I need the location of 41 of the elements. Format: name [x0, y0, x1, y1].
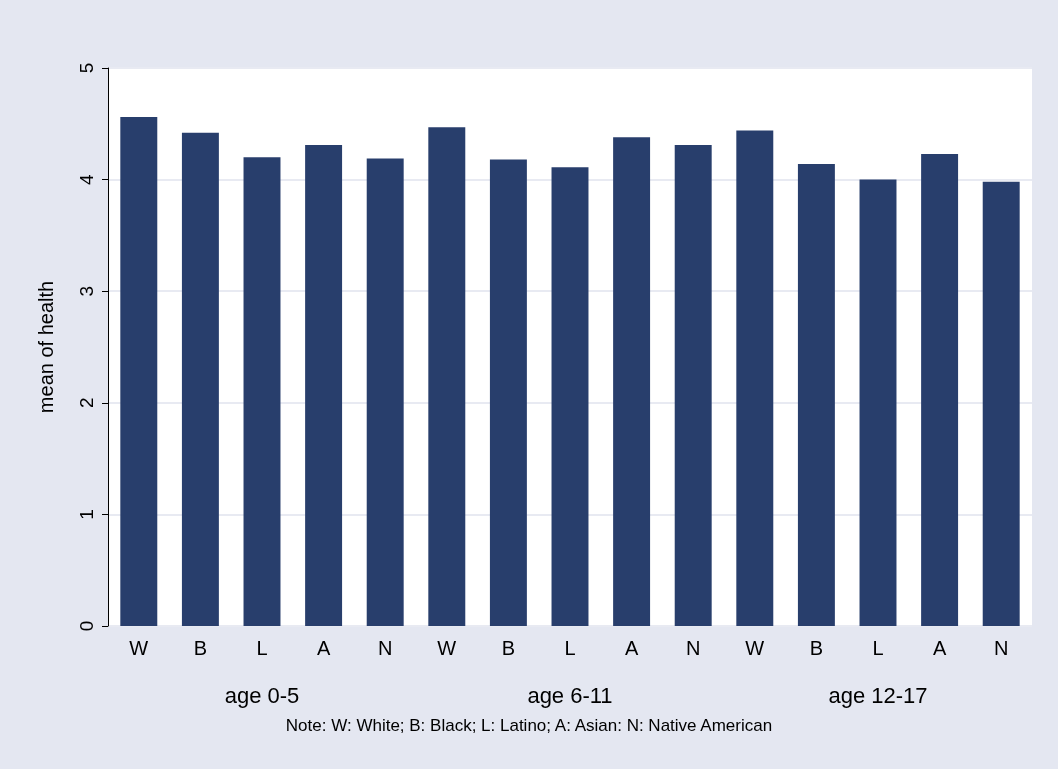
y-tick-label: 4 — [76, 173, 97, 185]
x-tick-label: A — [932, 637, 947, 659]
bar — [674, 145, 712, 626]
bar — [489, 159, 527, 626]
bar — [120, 117, 158, 626]
x-tick-label: W — [437, 637, 457, 659]
x-axis-title: age 12-17 — [828, 682, 928, 708]
x-tick-label: A — [316, 637, 331, 659]
x-tick-label: B — [809, 637, 824, 659]
x-tick-label: N — [377, 637, 393, 659]
bar — [181, 132, 219, 626]
x-axis-title: age 0-5 — [224, 682, 300, 708]
x-tick-label: N — [685, 637, 701, 659]
bar — [921, 153, 959, 626]
x-tick-label: B — [193, 637, 208, 659]
bar — [428, 127, 466, 626]
y-tick-label: 3 — [76, 285, 97, 297]
y-axis-title: mean of health — [35, 280, 57, 414]
x-tick-label: N — [993, 637, 1009, 659]
bar — [859, 179, 897, 626]
text: Note: W: White; B: Black; L: Latino; A: Asian: N: Native American — [284, 716, 774, 736]
x-tick-label: A — [624, 637, 639, 659]
bar — [736, 130, 774, 626]
x-tick-label: L — [256, 637, 268, 659]
bar — [305, 145, 343, 626]
x-tick-label: B — [501, 637, 516, 659]
x-tick-label: L — [872, 637, 884, 659]
x-tick-label: W — [745, 637, 765, 659]
bar — [551, 167, 589, 626]
x-tick-label: L — [564, 637, 576, 659]
y-tick-label: 1 — [76, 509, 97, 520]
bar — [243, 157, 281, 626]
bar — [366, 158, 404, 626]
y-tick-label: 0 — [76, 620, 97, 632]
y-tick-label: 5 — [76, 62, 97, 74]
y-tick-label: 2 — [76, 397, 97, 409]
x-axis-title: age 6-11 — [527, 682, 613, 708]
bar — [613, 137, 651, 626]
bar — [982, 181, 1020, 626]
bar — [797, 163, 835, 626]
x-tick-label: W — [129, 637, 149, 659]
